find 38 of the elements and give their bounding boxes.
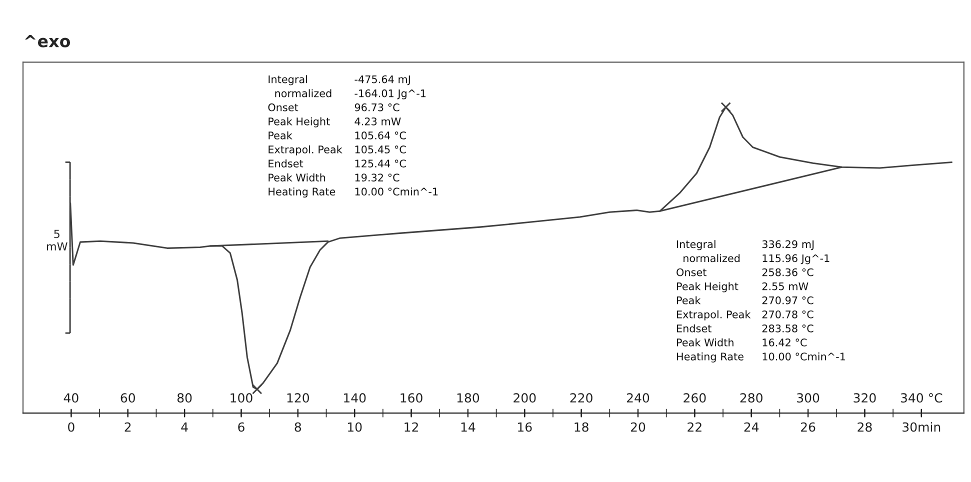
x-tick-label: 200 [514,393,536,403]
text: -475.64 mJ -164.01 Jg^-1 96.73 °C 4.23 mW 105.64 °C 105.45 °C 125.44 °C 19.32 °C 10.00 °Cmin^-1 [354,75,438,196]
text: Integral normalized Onset Peak Height Peak Extrapol. Peak Endset Peak Width Heating Rate [676,240,751,362]
text: Integral normalized Onset Peak Height Peak Extrapol. Peak Endset Peak Width Heating Rate [268,75,342,198]
x2-tick-label: 2 [124,422,131,432]
x2-tick-label: 22 [688,422,702,432]
x-tick-label: 160 [400,393,422,403]
y-axis-title: 5 mW [46,230,68,250]
x2-tick-label: 18 [574,422,588,432]
x2-tick-label: 28 [858,422,872,432]
x-tick-label: 40 [64,393,78,403]
x-tick-label: 140 [344,393,366,403]
chart-title: ^exo [24,34,70,48]
x2-tick-label: 4 [181,422,188,432]
x2-tick-label: 6 [238,422,244,432]
x-tick-label: 260 [684,393,706,403]
x-tick-label: 180 [457,393,480,403]
x-tick-label: 320 [854,393,876,403]
x2-tick-label: 20 [630,422,646,432]
x-tick-label: 280 [740,393,762,403]
x2-tick-label: 12 [404,422,418,432]
x2-tick-label: 30min [902,422,940,432]
x-tick-label: 80 [177,393,192,403]
x2-tick-label: 24 [744,422,759,432]
x2-tick-label: 14 [461,422,476,432]
x-tick-label: 220 [570,393,592,403]
x-tick-label: 300 [797,393,820,403]
text: 336.29 mJ 115.96 Jg^-1 258.36 °C 2.55 mW 270.97 °C 270.78 °C 283.58 °C 16.42 °C 10.00 °Cmin^-1 [762,240,846,360]
x-tick-label: 100 [230,393,252,403]
x-tick-label: 340 °C [900,393,942,403]
x2-tick-label: 8 [294,422,302,432]
x-tick-label: 240 [626,393,650,403]
x2-tick-label: 26 [801,422,816,432]
x2-tick-label: 16 [518,422,532,432]
x-tick-label: 60 [120,393,135,403]
x2-tick-label: 10 [348,422,362,432]
x-tick-label: 120 [287,393,310,403]
x2-tick-label: 0 [68,422,74,432]
